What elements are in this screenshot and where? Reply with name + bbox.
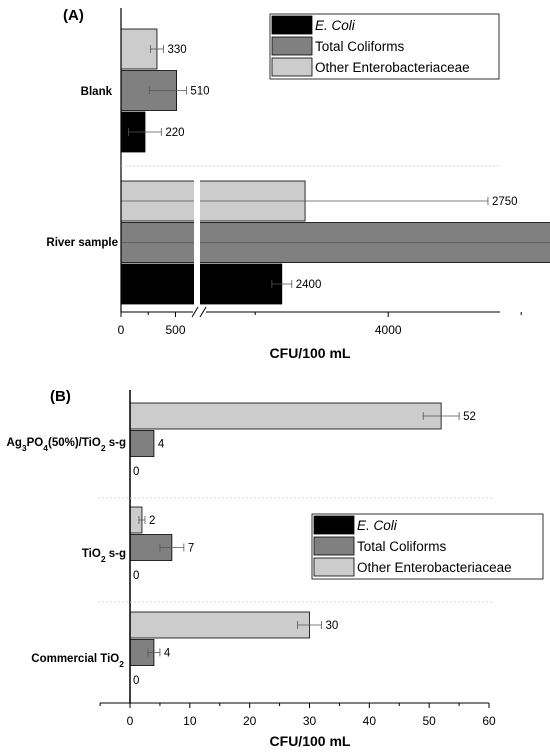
panel-b-bar-ag3po4-50-tio2-s-g-total-coliforms (129, 430, 155, 457)
panel-a-bar-river-sample-e-coli-value-label: 2400 (296, 279, 322, 291)
panel-b-bar-tio2-s-g-other-enterobacteriaceae-value-label: 2 (149, 515, 155, 527)
panel-b-bar-ag3po4-50-tio2-s-g-other-enterobacteriaceae (129, 402, 442, 430)
panel-a-bar-blank-e-coli-value-label: 220 (165, 127, 184, 139)
panel-a-legend: E. Coli Total Coliforms Other Enterobact… (269, 13, 500, 80)
panel-b-bar-tio2-s-g-total-coliforms-value-label: 7 (188, 543, 194, 555)
panel-b-legend-swatch-e-coli (313, 515, 355, 535)
panel-b-x-tick-label: 50 (422, 714, 436, 728)
panel-a-legend-label-total-coliforms: Total Coliforms (315, 39, 405, 54)
panel-b-legend-swatch-other-enterobacteriaceae (313, 557, 355, 577)
panel-b-bar-ag3po4-50-tio2-s-g-other-enterobacteriaceae-value-label: 52 (463, 411, 476, 423)
panel-b-category-label-tio2-sg: TiO2 s-g (82, 548, 126, 564)
panel-b-bar-commercial-tio2-e-coli-value-label: 0 (133, 675, 139, 687)
panel-a-label: (A) (63, 7, 84, 24)
panel-b-legend-label-other-enterobacteriaceae: Other Enterobacteriaceae (357, 560, 512, 575)
panel-a-axis-break-gap (194, 178, 200, 306)
panel-a-x-tick-label: 500 (165, 323, 185, 337)
panel-b-x-axis: 0 10 20 30 40 50 60 (99, 702, 496, 728)
panel-b-bar-tio2-s-g-e-coli-value-label: 0 (133, 570, 139, 582)
panel-b-bar-commercial-tio2-other-enterobacteriaceae (129, 611, 310, 639)
panel-b-legend-swatch-total-coliforms (313, 536, 355, 556)
panel-a-x-axis-break-mark-2 (199, 306, 207, 318)
panel-a-x-axis: 05004000800012,00016,000 (118, 306, 522, 337)
panel-a-bar-blank-total-coliforms-value-label: 510 (190, 86, 209, 98)
panel-b-x-tick-label: 0 (127, 714, 134, 728)
panel-b-plot-area: 52 4 0 2 7 0 30 4 0 (129, 402, 476, 687)
panel-b-x-tick-label: 10 (183, 714, 197, 728)
panel-a-x-tick-label: 0 (118, 323, 125, 337)
panel-a-category-label-river-sample: River sample (46, 237, 118, 249)
panel-a-bar-river-sample-e-coli (120, 263, 283, 305)
panel-a-x-axis-title: CFU/100 mL (270, 345, 351, 361)
panel-a: (A) 330510220275078252400 Blank River sa… (46, 7, 550, 361)
panel-a-legend-label-e-coli: E. Coli (315, 18, 356, 33)
panel-a-legend-swatch-other-enterobacteriaceae (271, 57, 313, 77)
panel-b-label: (B) (50, 388, 71, 405)
panel-b-x-tick-label: 30 (303, 714, 317, 728)
panel-a-bar-blank-other-enterobacteriaceae-value-label: 330 (168, 44, 187, 56)
panel-b-bar-commercial-tio2-total-coliforms-value-label: 4 (164, 648, 171, 660)
panel-b-bar-ag3po4-50-tio2-s-g-total-coliforms-value-label: 4 (158, 439, 165, 451)
panel-b-bar-ag3po4-50-tio2-s-g-e-coli-value-label: 0 (133, 466, 139, 478)
panel-b-legend: E. Coli Total Coliforms Other Enterobact… (311, 513, 544, 580)
panel-a-legend-frame (269, 13, 500, 80)
panel-b-bar-commercial-tio2-other-enterobacteriaceae-value-label: 30 (325, 620, 338, 632)
panel-a-legend-swatch-e-coli (271, 15, 313, 35)
panel-b-x-tick-label: 20 (243, 714, 257, 728)
panel-b-legend-label-total-coliforms: Total Coliforms (357, 539, 447, 554)
panel-b-legend-label-e-coli: E. Coli (357, 518, 398, 533)
panel-a-bar-river-sample-other-enterobacteriaceae-value-label: 2750 (492, 196, 518, 208)
panel-b-category-label-ag3po4-tio2: Ag3PO4(50%)/TiO2 s-g (7, 437, 126, 453)
panel-a-legend-label-other-enterobacteriaceae: Other Enterobacteriaceae (315, 60, 470, 75)
panel-b-x-tick-label: 60 (482, 714, 496, 728)
panel-a-category-label-blank: Blank (81, 86, 113, 98)
panel-a-legend-swatch-total-coliforms (271, 36, 313, 56)
panel-a-x-tick-label: 4000 (375, 323, 402, 337)
panel-b-x-tick-label: 40 (363, 714, 377, 728)
panel-a-x-axis-break-mark-1 (191, 306, 199, 318)
panel-b-category-label-commercial-tio2: Commercial TiO2 (31, 653, 124, 669)
panel-b-x-axis-title: CFU/100 mL (270, 733, 351, 749)
